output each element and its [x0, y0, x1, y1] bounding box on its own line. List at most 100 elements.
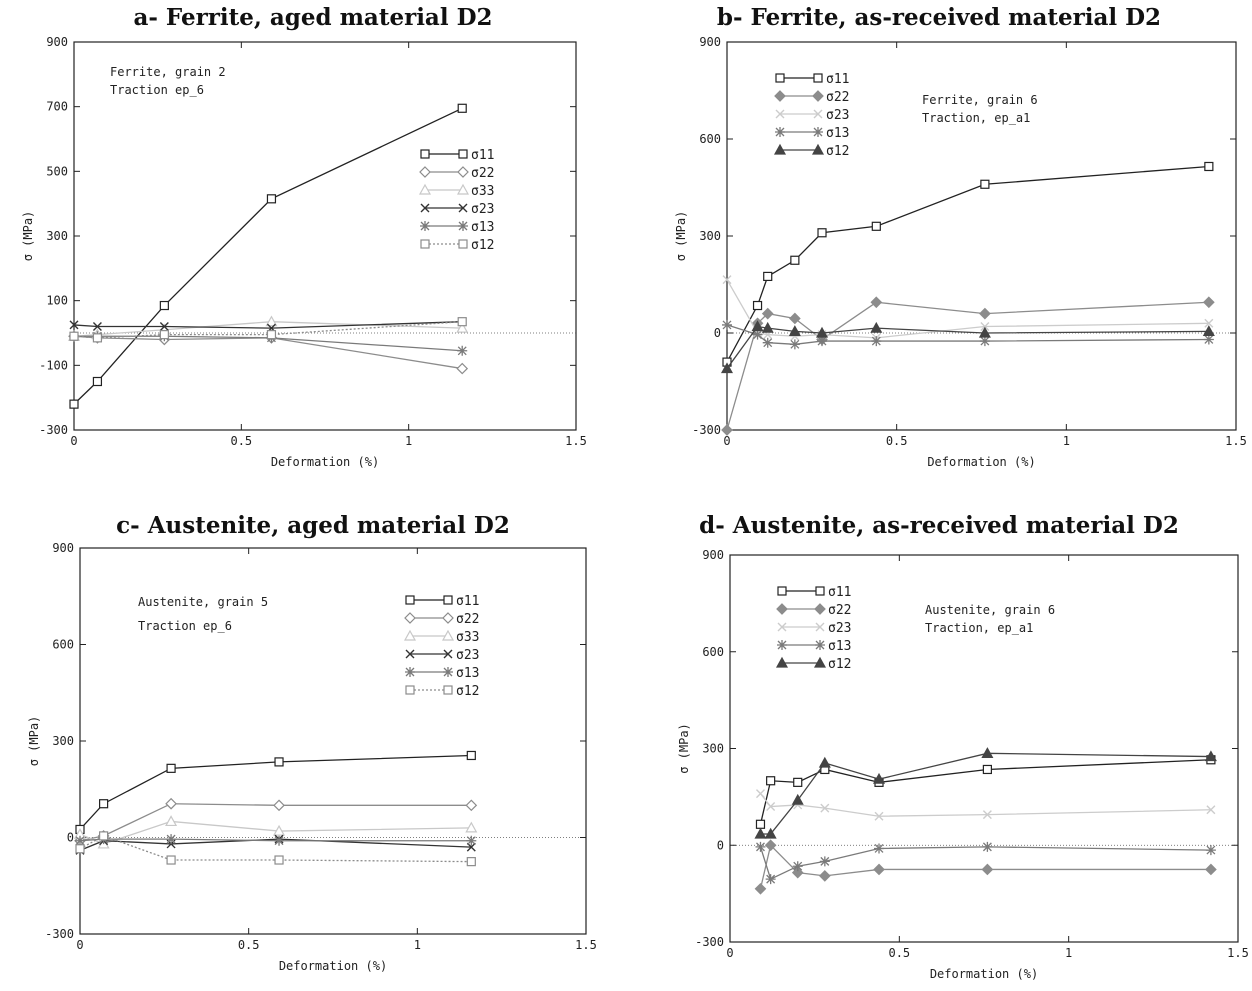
legend-label: σ13: [828, 639, 851, 654]
panel-c-xtick-label: 1.5: [575, 938, 597, 952]
legend-marker: [775, 73, 785, 83]
data-point: [92, 333, 103, 343]
data-point: [1203, 334, 1214, 345]
data-point: [457, 317, 467, 327]
data-point: [1203, 296, 1215, 309]
legend-label: σ12: [456, 684, 479, 699]
panel-c-legend-entry: σ22: [404, 612, 479, 627]
panel-a-plot: -300 -100 100 300 500 700 900 0 0.5 1 1.5 Deformati…: [21, 35, 587, 469]
data-point: [980, 179, 990, 189]
panel-a-series-sigma11: [69, 103, 467, 409]
panel-d-title: d- Austenite, as-received material D2: [699, 512, 1179, 539]
panel-b-xtick-label: 0.5: [886, 434, 908, 448]
data-point: [755, 789, 765, 799]
panel-d-ytick-label: 600: [702, 645, 724, 659]
panel-c-ytick-label: -300: [45, 927, 74, 941]
panel-a-ytick-label: 700: [46, 100, 68, 114]
legend-marker: [404, 612, 416, 624]
panel-b-xtick-label: 1: [1063, 434, 1070, 448]
data-point: [815, 326, 829, 338]
data-point: [266, 330, 277, 340]
data-point: [789, 339, 800, 350]
panel-b-legend-entry: σ22: [774, 90, 849, 105]
legend-marker: [456, 183, 470, 195]
data-point: [456, 362, 469, 375]
legend-marker: [420, 149, 430, 159]
panel-b-ytick-label: -300: [692, 423, 721, 437]
panel-a-ytick-label: 100: [46, 294, 68, 308]
data-point: [981, 747, 994, 758]
data-point: [720, 362, 734, 374]
data-point: [766, 802, 776, 812]
data-point: [819, 856, 830, 867]
panel-a-xtick-label: 1: [405, 434, 412, 448]
panel-a-legend-entry: σ33: [418, 183, 494, 199]
legend-marker: [813, 127, 823, 137]
panel-c-legend-entry: σ11: [405, 594, 479, 609]
data-point: [466, 750, 476, 761]
data-point: [69, 399, 79, 409]
legend-marker: [815, 640, 825, 650]
panel-a-annotation: Traction ep_6: [110, 83, 204, 97]
data-point: [764, 839, 777, 852]
panel-d-legend-entry: σ12: [775, 656, 851, 672]
data-point: [721, 424, 733, 436]
data-point: [69, 320, 79, 330]
panel-a-frame: [73, 41, 577, 431]
panel-a-legend-entry: σ13: [420, 220, 494, 235]
data-point: [166, 763, 176, 773]
series-line: [73, 321, 463, 339]
legend-label: σ33: [471, 184, 494, 199]
panel-c-title: c- Austenite, aged material D2: [116, 512, 510, 539]
panel-d-legend-entry: σ23: [777, 621, 851, 636]
data-point: [871, 221, 881, 231]
data-point: [274, 835, 285, 846]
data-point: [763, 271, 773, 282]
data-point: [982, 841, 993, 852]
data-point: [981, 863, 994, 876]
series-line: [726, 165, 1209, 363]
legend-marker: [405, 667, 415, 677]
data-point: [165, 815, 178, 827]
legend-label: σ11: [828, 585, 851, 600]
data-point: [765, 874, 776, 885]
data-point: [755, 819, 766, 829]
panel-a-series-sigma12: [69, 317, 467, 343]
legend-label: σ12: [826, 144, 849, 159]
panel-b-ytick-label: 600: [699, 132, 721, 146]
legend-label: σ22: [826, 90, 849, 105]
panel-d-legend-entry: σ13: [777, 639, 851, 654]
panel-a-ylabel: σ (MPa): [21, 211, 35, 262]
panel-d-xtick-label: 0: [726, 946, 733, 960]
panel-a-legend-entry: σ22: [419, 166, 494, 181]
panel-c-legend-entry: σ13: [405, 666, 479, 681]
panel-d-ytick-label: -300: [695, 935, 724, 949]
legend-label: σ12: [471, 238, 494, 253]
data-point: [817, 336, 828, 347]
data-point: [465, 821, 478, 833]
legend-marker: [405, 649, 415, 659]
legend-marker: [777, 586, 787, 596]
panel-b-series-sigma12: [720, 320, 1215, 374]
data-point: [791, 866, 804, 879]
data-point: [789, 312, 801, 325]
panel-d-legend-entry: σ22: [776, 603, 851, 618]
panel-b-xtick-label: 1.5: [1225, 434, 1247, 448]
legend-marker: [776, 603, 788, 615]
panel-b-series-sigma13: [722, 319, 1214, 350]
data-point: [266, 194, 277, 204]
panel-b-series-sigma11: [722, 161, 1214, 367]
data-point: [159, 330, 169, 340]
legend-marker: [442, 612, 454, 624]
data-point: [99, 799, 109, 809]
data-point: [762, 337, 773, 348]
legend-label: σ23: [471, 202, 494, 217]
legend-marker: [811, 143, 825, 155]
panel-a-xtick-label: 0: [70, 434, 77, 448]
data-point: [1206, 805, 1216, 815]
legend-label: σ23: [826, 108, 849, 123]
panel-d-legend-entry: σ11: [777, 585, 851, 600]
data-point: [761, 307, 774, 320]
data-point: [872, 772, 886, 784]
